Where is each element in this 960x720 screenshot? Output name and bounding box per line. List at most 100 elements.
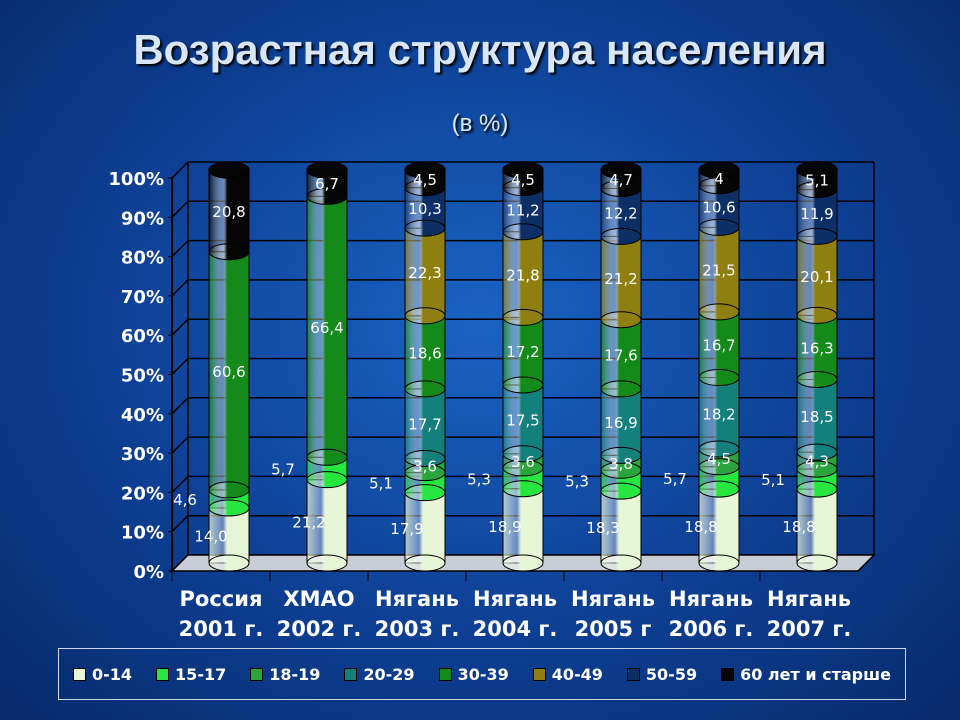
- y-tick-label: 10%: [121, 523, 164, 544]
- bar-segment: [306, 479, 348, 564]
- x-tick-label: Нягань: [571, 587, 655, 611]
- data-label: 60,6: [212, 363, 245, 381]
- data-label: 18,2: [702, 405, 735, 423]
- legend-label: 30-39: [457, 664, 509, 684]
- legend-swatch: [73, 667, 86, 681]
- bar-segment: [698, 488, 740, 564]
- bar-segment: [600, 235, 642, 321]
- data-label: 5,3: [565, 473, 589, 491]
- x-tick-label-year: 2001 г.: [179, 617, 264, 640]
- data-label: 5,7: [663, 470, 687, 488]
- data-label: 17,7: [408, 416, 441, 434]
- y-tick-label: 20%: [121, 483, 164, 504]
- legend-item: 15-17: [156, 665, 226, 684]
- data-label: 17,9: [390, 520, 423, 538]
- data-label: 4,6: [173, 491, 197, 509]
- legend-swatch: [250, 667, 264, 681]
- data-label: 20,8: [212, 203, 245, 221]
- x-tick-label: Нягань: [669, 587, 753, 611]
- x-tick-label-year: 2007 г.: [767, 617, 852, 640]
- legend-label: 18-19: [269, 664, 321, 684]
- legend-label: 15-17: [175, 664, 227, 684]
- data-label: 4: [714, 170, 724, 188]
- data-label: 18,8: [782, 518, 815, 536]
- legend-swatch: [532, 667, 546, 681]
- chart-subtitle: (в %): [451, 110, 509, 137]
- data-label: 17,6: [604, 346, 637, 364]
- x-tick-label: Нягань: [767, 587, 851, 611]
- bar-top-cap: [502, 161, 544, 179]
- bar-segment: [404, 388, 446, 459]
- bar-segment: [796, 235, 838, 316]
- data-label: 17,5: [506, 411, 539, 429]
- data-label: 21,5: [702, 262, 735, 280]
- data-label: 16,9: [604, 414, 637, 432]
- data-label: 14,0: [194, 527, 227, 545]
- data-label: 18,5: [800, 408, 833, 426]
- data-label: 4,5: [707, 450, 731, 468]
- data-label: 12,2: [604, 204, 637, 222]
- legend-item: 30-39: [438, 664, 509, 684]
- bar-top-cap: [404, 161, 446, 179]
- data-label: 16,3: [800, 339, 833, 357]
- bar-top-cap: [306, 161, 348, 179]
- data-label: 11,9: [800, 205, 833, 223]
- x-tick-label: ХМАО: [283, 587, 354, 611]
- data-label: 18,9: [488, 518, 521, 536]
- legend-swatch: [626, 667, 640, 681]
- chart-legend: 0-14 15-17 18-19 20-29 30-39 40-49 50-59 60 лет…: [58, 648, 906, 700]
- bar-segment: [600, 388, 642, 456]
- bar-segment: [404, 315, 446, 390]
- bar-segment: [208, 169, 250, 253]
- data-label: 21,2: [604, 270, 637, 288]
- y-tick-label: 80%: [121, 248, 164, 269]
- data-label: 5,3: [467, 470, 491, 488]
- y-tick-label: 60%: [121, 326, 164, 347]
- legend-label: 40-49: [551, 664, 603, 684]
- data-label: 66,4: [310, 319, 343, 337]
- data-label: 3,6: [413, 458, 437, 476]
- data-label: 20,1: [800, 268, 833, 286]
- bar-top-cap: [796, 160, 838, 179]
- data-label: 21,8: [506, 267, 539, 285]
- legend-label: 60 лет и старше: [740, 664, 891, 684]
- legend-item: 60 лет и старше: [721, 665, 891, 684]
- data-label: 5,7: [271, 460, 295, 478]
- x-tick-label: Россия: [180, 587, 263, 611]
- data-label: 3,6: [511, 453, 535, 471]
- x-tick-label-year: 2005 г: [575, 617, 652, 640]
- bar-segment: [208, 251, 250, 491]
- data-label: 18,3: [586, 519, 619, 537]
- stacked-bar-chart: 0% 10% 20% 30% 40% 50% 60% 70% 80% 90% 100% Россия 2…: [108, 160, 876, 640]
- y-tick-label: 30%: [121, 444, 164, 465]
- data-label: 4,7: [609, 171, 633, 189]
- data-label: 22,3: [408, 264, 441, 282]
- legend-item: 0-14: [73, 665, 132, 684]
- data-label: 5,1: [805, 172, 829, 190]
- bar-segment: [404, 227, 446, 317]
- bar-segment: [502, 488, 544, 564]
- data-label: 11,2: [506, 202, 539, 220]
- bar-segment: [796, 314, 838, 380]
- legend-item: 18-19: [250, 665, 320, 684]
- y-tick-label: 90%: [121, 208, 164, 229]
- x-tick-label: Нягань: [473, 587, 557, 611]
- data-label: 6,7: [315, 175, 339, 193]
- y-tick-label: 100%: [108, 169, 164, 190]
- legend-item: 50-59: [626, 664, 698, 684]
- data-label: 21,2: [292, 513, 325, 531]
- data-label: 4,5: [413, 171, 437, 189]
- data-label: 16,7: [702, 337, 735, 355]
- bar-segment: [698, 377, 740, 450]
- data-label: 4,3: [805, 453, 829, 471]
- bar-top-cap: [600, 161, 642, 179]
- legend-label: 50-59: [645, 664, 698, 684]
- data-label: 10,6: [702, 199, 735, 217]
- legend-label: 0-14: [92, 664, 133, 684]
- data-label: 3,8: [609, 455, 633, 473]
- legend-swatch: [721, 667, 735, 681]
- y-tick-label: 70%: [121, 287, 164, 308]
- y-tick-label: 0%: [133, 562, 164, 583]
- x-tick-label: Нягань: [375, 587, 459, 611]
- chart-title: Возрастная структура населения: [133, 26, 827, 73]
